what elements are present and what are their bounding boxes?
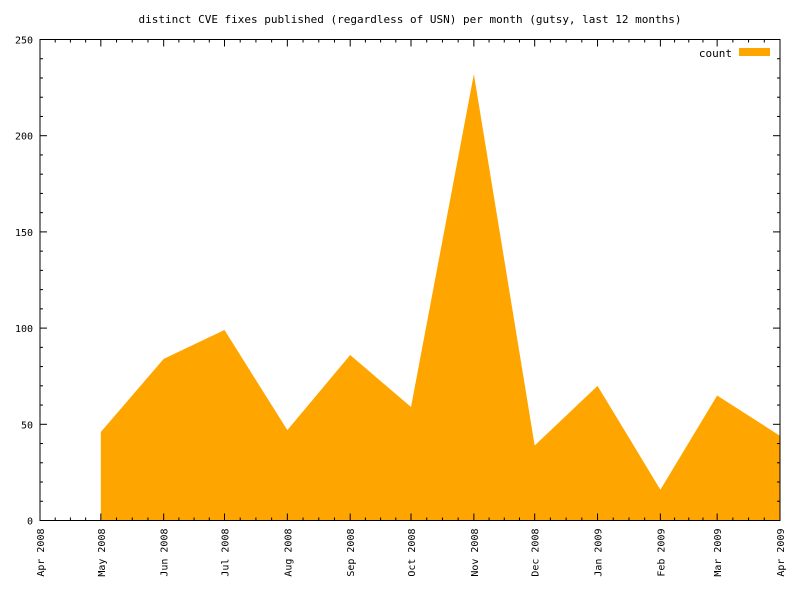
chart-title: distinct CVE fixes published (regardless…	[138, 13, 681, 26]
y-tick-label: 100	[15, 324, 33, 335]
x-tick-label: Apr 2008	[36, 529, 47, 577]
x-tick-label: Jul 2008	[220, 529, 231, 577]
area-series-count	[100, 74, 780, 521]
ticks-layer: 0 50 100 150 200 250 Apr 2008 May 2008 Jun 2008 J…	[15, 36, 787, 577]
x-tick-label: Nov 2008	[470, 529, 481, 577]
y-tick-label: 250	[15, 36, 33, 47]
x-tick-label: Oct 2008	[407, 529, 418, 577]
x-tick-label: Jun 2008	[160, 529, 171, 577]
area-layer	[100, 74, 781, 521]
plot-frame	[39, 39, 781, 521]
legend-label-count: count	[699, 47, 732, 60]
x-tick-label: Dec 2008	[531, 529, 542, 577]
y-tick-label: 150	[15, 228, 33, 239]
x-tick-label: Jan 2009	[594, 529, 605, 577]
x-tick-label: Mar 2009	[713, 529, 724, 577]
y-tick-label: 0	[27, 517, 33, 528]
x-tick-label: Apr 2009	[776, 529, 787, 577]
legend: count	[699, 47, 770, 60]
x-tick-label: May 2008	[97, 529, 108, 577]
x-tick-label: Feb 2009	[656, 529, 667, 577]
legend-swatch-count	[739, 48, 770, 56]
y-tick-label: 200	[15, 132, 33, 143]
x-tick-label: Sep 2008	[346, 529, 357, 577]
x-tick-label: Aug 2008	[283, 529, 294, 577]
y-tick-label: 50	[21, 420, 33, 431]
